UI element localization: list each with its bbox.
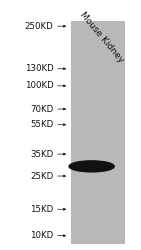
Text: 25KD: 25KD	[30, 172, 54, 180]
Text: 35KD: 35KD	[30, 150, 54, 159]
Text: 130KD: 130KD	[25, 64, 54, 73]
Text: 250KD: 250KD	[25, 22, 54, 31]
Ellipse shape	[69, 161, 114, 172]
Text: 55KD: 55KD	[30, 120, 54, 129]
Text: 70KD: 70KD	[30, 104, 54, 114]
Text: 100KD: 100KD	[25, 81, 54, 90]
Text: 15KD: 15KD	[30, 205, 54, 214]
Text: Mouse Kidney: Mouse Kidney	[78, 10, 125, 64]
Bar	[70, 21, 124, 242]
Text: 10KD: 10KD	[30, 231, 54, 240]
